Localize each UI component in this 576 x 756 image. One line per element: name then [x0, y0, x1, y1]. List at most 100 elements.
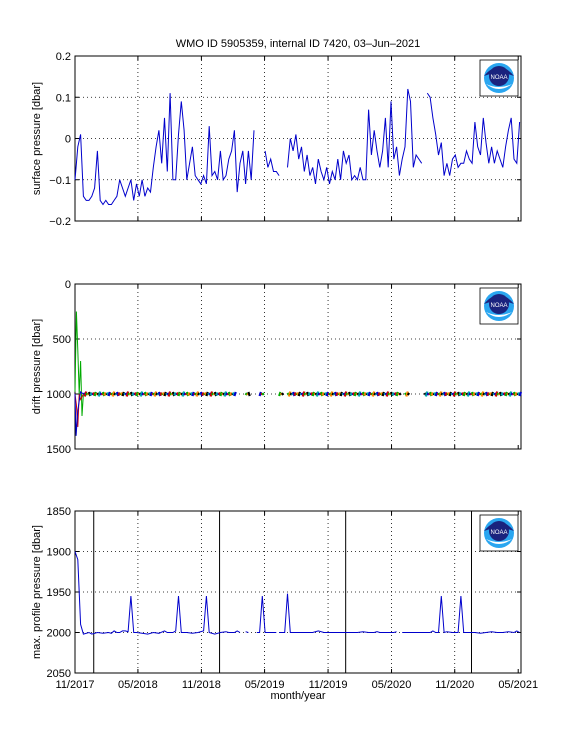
drift-mark: [117, 392, 121, 396]
series-line: [287, 88, 423, 185]
drift-mark: [195, 391, 200, 397]
noaa-logo-icon: NOAA: [479, 287, 519, 325]
drift-mark: [233, 391, 237, 397]
drift-mark: [167, 391, 172, 397]
drift-mark: [131, 392, 135, 396]
y-tick-label: 1000: [47, 389, 71, 401]
drift-mark: [472, 392, 476, 396]
drift-mark: [301, 391, 306, 397]
y-tick-label: 2000: [47, 628, 71, 640]
drift-mark: [145, 392, 149, 396]
drift-mark: [406, 392, 411, 396]
drift-mark: [438, 391, 443, 397]
drift-block: [278, 391, 285, 397]
drift-mark: [345, 392, 349, 396]
drift-mark: [444, 392, 448, 396]
drift-mark: [359, 392, 363, 396]
drift-mark: [111, 391, 116, 397]
drift-mark: [103, 392, 107, 396]
drift-mark: [99, 392, 103, 396]
drift-mark: [211, 392, 215, 396]
drift-mark: [223, 391, 228, 397]
drift-mark: [89, 392, 93, 396]
drift-mark: [504, 391, 509, 397]
series-line: [74, 551, 241, 635]
drift-mark: [258, 391, 262, 397]
logo-wave: [486, 539, 512, 544]
drift-mark: [391, 392, 395, 396]
drift-mark: [293, 392, 297, 396]
drift-mark: [335, 392, 339, 396]
drift-mark: [462, 391, 467, 397]
series-line-bottom: [74, 393, 84, 428]
drift-mark: [508, 391, 513, 397]
drift-mark: [468, 392, 472, 396]
drift-mark: [496, 392, 500, 396]
series-line-drift: [74, 390, 84, 436]
series-line: [402, 595, 520, 634]
drift-block: [82, 391, 237, 397]
drift-mark: [149, 391, 153, 397]
drift-mark: [287, 391, 292, 397]
drift-mark: [353, 391, 358, 397]
drift-mark: [83, 391, 88, 397]
drift-mark: [434, 391, 439, 397]
y-tick-label: −0.2: [49, 216, 71, 228]
drift-mark: [125, 391, 130, 397]
panels: −0.2 −0.1 0 0.1 0.2 surface pressure [dbar] NO…: [31, 51, 538, 691]
drift-mark: [159, 392, 163, 396]
drift-mark: [121, 391, 125, 397]
panel-3: 1850 1900 1950 2000 2050 max. profile pressur…: [31, 506, 522, 680]
noaa-logo-icon: NOAA: [479, 59, 519, 97]
drift-mark: [405, 391, 409, 397]
drift-mark: [169, 392, 173, 396]
drift-block: [286, 391, 402, 397]
drift-mark: [135, 391, 139, 397]
series-line: [245, 631, 249, 633]
drift-mark: [201, 392, 205, 396]
series-line: [279, 593, 397, 633]
drift-mark: [395, 391, 400, 397]
drift-mark: [183, 392, 187, 396]
plot-area: [74, 283, 522, 450]
y-tick-label: 1950: [47, 587, 71, 599]
drift-mark: [315, 391, 320, 397]
x-tick-label: 05/2019: [245, 679, 285, 691]
x-axis-label: month/year: [270, 690, 325, 702]
drift-mark: [339, 391, 344, 397]
drift-mark: [452, 391, 457, 397]
y-axis-label: drift pressure [dbar]: [31, 319, 43, 414]
x-tick-label: 11/2019: [309, 679, 348, 691]
drift-mark: [97, 391, 102, 397]
panel-1: −0.2 −0.1 0 0.1 0.2 surface pressure [dbar] NO…: [31, 51, 522, 228]
logo-bird: [489, 66, 509, 86]
drift-mark: [426, 392, 430, 396]
logo-text: NOAA: [490, 75, 507, 81]
drift-mark: [424, 391, 429, 397]
x-tick-label: 05/2020: [372, 679, 412, 691]
drift-mark: [321, 392, 325, 396]
logo-wave: [486, 312, 512, 317]
drift-mark: [343, 391, 348, 397]
drift-mark: [307, 392, 311, 396]
drift-mark: [205, 391, 209, 397]
drift-mark: [278, 391, 282, 397]
drift-mark: [398, 392, 402, 396]
drift-mark: [514, 392, 518, 396]
y-tick-label: 1500: [47, 444, 71, 456]
drift-mark: [500, 392, 504, 396]
drift-mark: [311, 391, 316, 397]
drift-block: [404, 391, 411, 397]
drift-mark: [127, 392, 131, 396]
x-tick-label: 05/2021: [498, 679, 538, 691]
drift-mark: [486, 392, 490, 396]
y-axis-label: surface pressure [dbar]: [31, 82, 43, 195]
drift-mark: [281, 392, 285, 396]
drift-mark: [371, 391, 376, 397]
drift-mark: [387, 392, 391, 396]
drift-mark: [215, 392, 219, 396]
figure-title: WMO ID 5905359, internal ID 7420, 03–Jun…: [176, 38, 421, 50]
drift-mark: [93, 391, 98, 397]
drift-mark: [107, 391, 111, 397]
drift-mark: [490, 391, 495, 397]
